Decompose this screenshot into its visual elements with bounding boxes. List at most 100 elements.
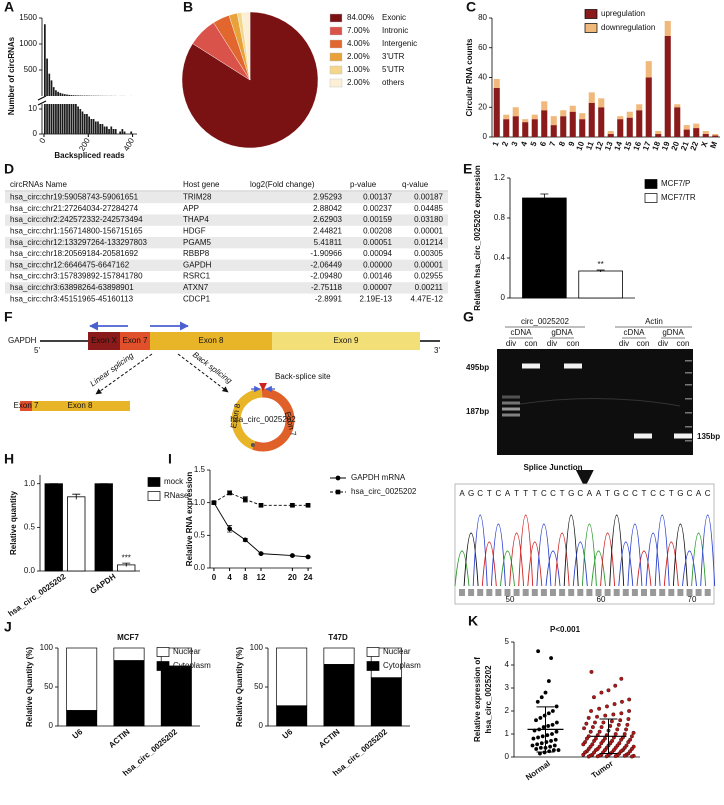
three-prime: 3' [434,346,440,355]
y-axis-label: Relative RNA expression [185,472,194,567]
legend-label: MCF7/TR [661,193,696,202]
quality-bar [613,589,620,596]
exon [150,332,272,350]
point [242,537,248,543]
point [582,726,587,731]
y-axis-label: Circular RNA counts [465,38,474,116]
x-tick-label: 0 [38,136,48,145]
table-cell: GAPDH [183,260,212,269]
bar-segment [522,122,529,137]
legend-label: mock [164,477,184,486]
table-cell: -2.09480 [310,272,342,281]
legend-label: MCF7/P [661,179,690,188]
exon-label: Exon 7 [14,401,39,410]
x-tick-label: 20 [670,140,682,152]
line [213,502,309,558]
point [595,754,600,759]
legend-swatch [156,661,170,671]
point [603,713,608,718]
y-axis-label: Relative Quantity (%) [25,647,34,727]
point [584,721,589,726]
point [534,718,538,723]
table-cell: -2.75118 [311,283,343,292]
bar-lower [110,126,113,134]
ladder-band [685,360,692,362]
point [258,551,264,557]
table-header: q-value [402,180,429,189]
base-letter: T [560,489,565,498]
bar-segment [598,107,605,137]
point [550,722,555,727]
point [335,489,341,495]
value-label: 2.00% [347,78,370,87]
gel-band [564,363,582,369]
circ-name: hsa_circ_0025202 [230,415,296,424]
chart-title: T47D [328,633,348,642]
bar-upper [44,24,46,97]
x-tick-label: 8 [243,573,248,582]
point [536,649,541,654]
bar-lower [121,129,124,134]
legend-label: RNase [164,491,189,500]
bar-upper [46,58,48,96]
point [581,752,586,757]
base-letter: T [669,489,674,498]
base-letter: T [514,489,519,498]
table-cell: 4.47E-12 [411,294,444,303]
gel-template: cDNA [511,328,533,337]
point [599,690,604,695]
point [290,502,295,508]
table-header: p-value [350,180,377,189]
x-tick-label: ACTIN [107,727,132,750]
y-axis-label: Relative expression of [473,657,482,742]
point [535,699,540,704]
bar-lower [70,104,73,134]
gel-lane: div [547,339,557,348]
legend-swatch [329,52,343,62]
x-tick-label: 12 [257,573,266,582]
base-letter: C [477,489,483,498]
x-axis-label: Backspliced reads [54,151,125,160]
table-header: Host gene [183,180,220,189]
quality-bar [595,589,602,596]
gel-template: gDNA [551,328,573,337]
point [541,725,546,730]
trace-peak [527,541,543,587]
point [531,736,536,741]
point [550,709,555,713]
table-header: log2(Fold change) [250,180,315,189]
x-tick-label: hsa_circ_0025202 [6,572,67,619]
point [547,749,552,754]
legend-swatch [329,26,343,36]
bar-lower [66,104,68,134]
trace-peak [454,550,470,587]
bar-lower [130,131,133,134]
trace-peak [509,532,525,587]
y-tick-label: 0 [505,752,510,761]
y-tick-label: 100 [40,643,54,652]
table-cell: 0.00001 [414,260,443,269]
bar-segment [712,135,719,137]
bar-lower [52,104,55,134]
diagram-label: Back-splice site [275,372,331,381]
legend-swatch [329,13,343,23]
x-tick-label: Tumor [590,759,615,780]
y-axis-label: Relative Quantity (%) [235,647,244,727]
y-tick-label: 3 [505,683,510,692]
y-tick-label: 0 [259,721,264,730]
point [556,748,561,753]
value-label: 7.00% [347,26,370,35]
x-tick-label: 19 [660,140,672,152]
trace-peak [572,541,588,587]
point [549,656,554,661]
y-tick-label: 0 [49,721,54,730]
panel-label: F [4,309,13,325]
point [581,742,586,747]
y-axis-label: Relative quantity [9,490,18,555]
base-letter: G [677,489,683,498]
error-bar [72,493,81,500]
ladder-band [685,426,692,428]
x-tick-label: 7 [548,140,558,148]
point [622,732,627,736]
x-tick-label: M [708,140,719,150]
